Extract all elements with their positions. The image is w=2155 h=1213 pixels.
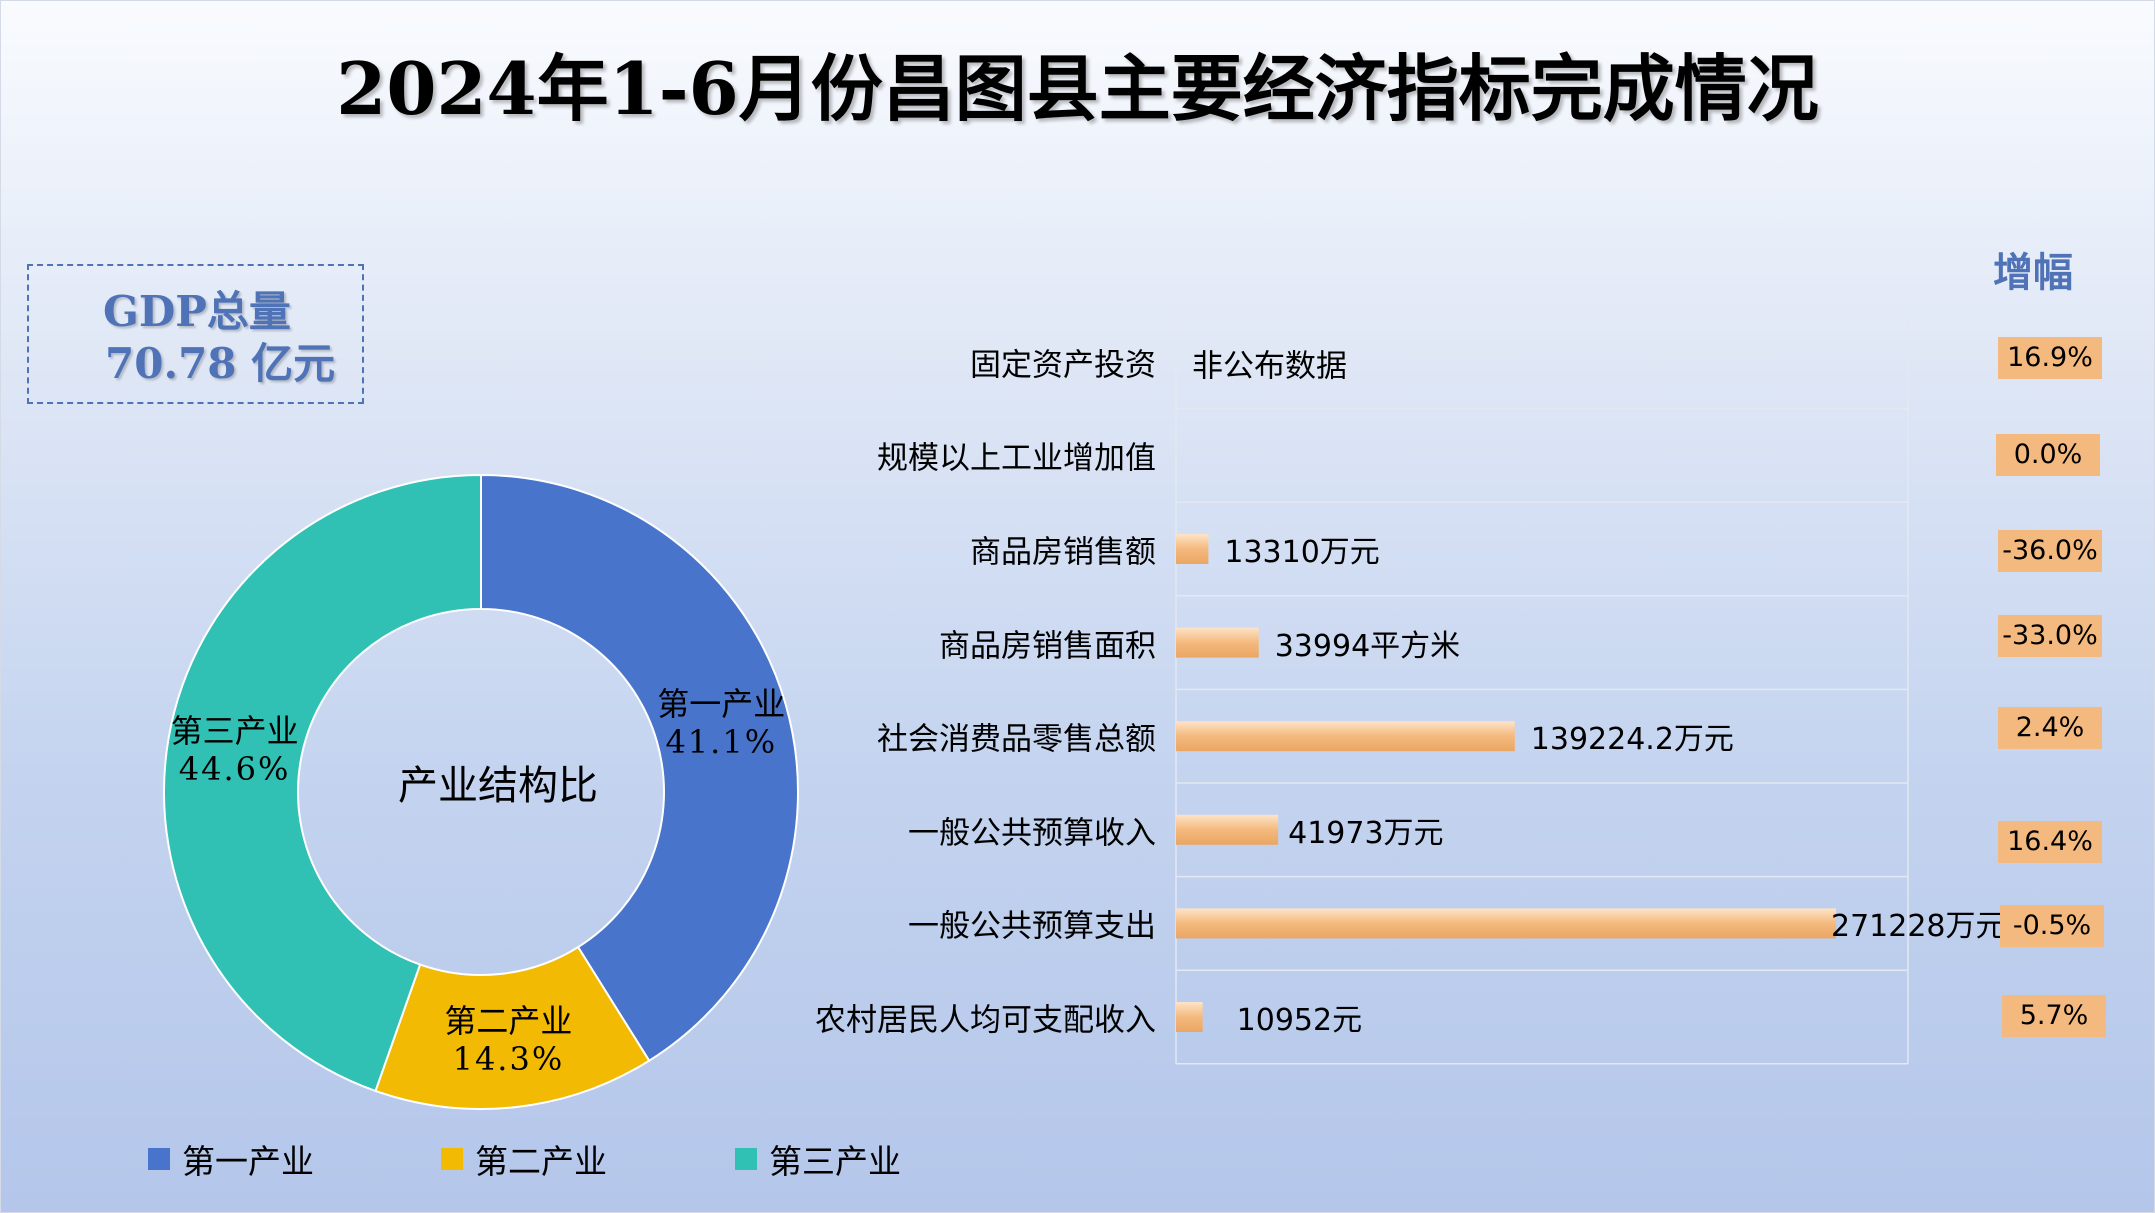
legend-swatch-primary — [148, 1148, 170, 1170]
legend-item-secondary: 第二产业 — [441, 1135, 607, 1183]
donut-label-name: 第三产业 — [170, 711, 299, 750]
bar-category-label: 商品房销售面积 — [939, 628, 1156, 665]
legend-item-tertiary: 第三产业 — [735, 1135, 901, 1183]
donut-label-value: 14.3% — [452, 1040, 565, 1079]
legend-swatch-secondary — [441, 1148, 463, 1170]
bar-category-label: 一般公共预算收入 — [908, 815, 1156, 852]
donut-label-primary: 第一产业 41.1% — [657, 685, 785, 761]
bar-value-label: 41973万元 — [1288, 815, 1444, 851]
donut-label-name: 第一产业 — [657, 685, 786, 723]
bar — [1176, 1002, 1203, 1032]
bar-category-label: 农村居民人均可支配收入 — [815, 1002, 1156, 1039]
gdp-label: GDP总量 — [103, 287, 291, 336]
gdp-box: GDP总量 70.78 亿元 — [27, 264, 364, 404]
growth-badge: 0.0% — [1996, 434, 2100, 476]
donut-label-value: 44.6% — [178, 749, 291, 788]
gdp-value: 70.78 亿元 — [105, 339, 336, 388]
bar-value-label: 33994平方米 — [1274, 628, 1461, 664]
donut-label-name: 第二产业 — [444, 1002, 573, 1041]
bar-category-label: 社会消费品零售总额 — [877, 721, 1156, 758]
bar-category-label: 一般公共预算支出 — [908, 908, 1156, 945]
donut-segment-secondary — [374, 945, 651, 1110]
donut-label-secondary: 第二产业 14.3% — [444, 1002, 572, 1078]
donut-segment-primary — [480, 473, 799, 1063]
bar — [1176, 534, 1209, 564]
growth-badge: 5.7% — [2002, 995, 2106, 1037]
legend-label-primary: 第一产业 — [182, 1142, 314, 1181]
page-title: 2024年1-6月份昌图县主要经济指标完成情况 — [336, 46, 1819, 131]
bar-value-label: 271228万元 — [1831, 909, 2006, 945]
growth-badge: -36.0% — [1998, 530, 2102, 572]
legend-item-primary: 第一产业 — [148, 1135, 314, 1183]
growth-badge: 2.4% — [1998, 707, 2102, 749]
bar-category-label: 固定资产投资 — [970, 347, 1156, 384]
bar — [1176, 721, 1515, 752]
bar-value-label: 139224.2万元 — [1530, 722, 1734, 758]
bar — [1176, 627, 1259, 658]
bar-category-label: 商品房销售额 — [970, 534, 1156, 571]
not-published-label: 非公布数据 — [1192, 348, 1347, 385]
bar-value-label: 13310万元 — [1224, 535, 1380, 570]
growth-header: 增幅 — [1993, 250, 2073, 296]
bar — [1176, 814, 1279, 845]
legend-label-tertiary: 第三产业 — [769, 1142, 901, 1181]
legend-label-secondary: 第二产业 — [475, 1142, 607, 1181]
donut-label-value: 41.1% — [665, 723, 778, 761]
donut-segment-tertiary — [163, 473, 482, 1093]
bar-value-label: 10952元 — [1236, 1003, 1363, 1038]
donut-center-label: 产业结构比 — [398, 763, 598, 809]
donut-label-tertiary: 第三产业 44.6% — [171, 712, 299, 788]
growth-badge: -0.5% — [2000, 905, 2104, 947]
growth-badge: 16.9% — [1998, 337, 2102, 379]
bar-category-label: 规模以上工业增加值 — [877, 440, 1156, 477]
legend-swatch-tertiary — [735, 1148, 757, 1170]
growth-badge: 16.4% — [1998, 821, 2102, 863]
growth-badge: -33.0% — [1998, 615, 2102, 657]
bar — [1176, 908, 1836, 939]
